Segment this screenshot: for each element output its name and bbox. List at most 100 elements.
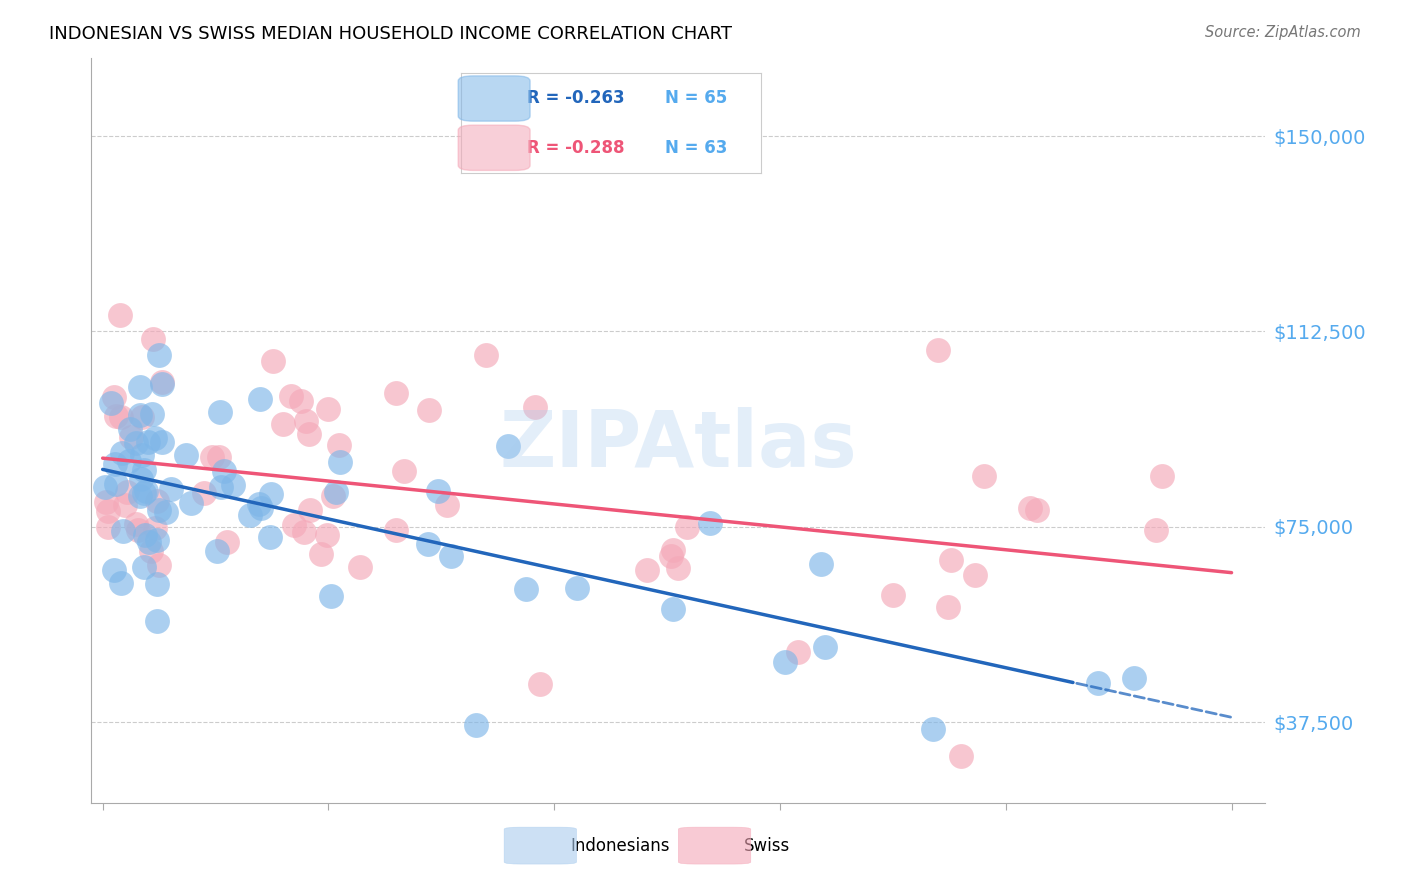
Text: INDONESIAN VS SWISS MEDIAN HOUSEHOLD INCOME CORRELATION CHART: INDONESIAN VS SWISS MEDIAN HOUSEHOLD INC…: [49, 25, 733, 43]
Point: [316, 401, 339, 416]
Point: [927, 343, 949, 357]
Point: [295, 414, 318, 428]
Point: [222, 478, 245, 492]
Point: [142, 332, 165, 346]
Point: [529, 676, 551, 690]
Point: [882, 587, 904, 601]
Point: [146, 533, 169, 548]
Point: [138, 534, 160, 549]
Point: [97, 520, 120, 534]
Point: [787, 645, 810, 659]
Point: [662, 602, 685, 616]
Point: [110, 576, 132, 591]
Point: [131, 448, 153, 462]
Point: [111, 524, 134, 539]
Point: [146, 577, 169, 591]
Point: [1019, 500, 1042, 515]
Point: [127, 523, 149, 537]
Point: [141, 407, 163, 421]
Point: [125, 517, 148, 532]
Point: [385, 385, 408, 400]
Point: [1087, 675, 1109, 690]
Point: [110, 410, 132, 425]
Point: [148, 348, 170, 362]
Point: [247, 498, 270, 512]
Point: [949, 748, 972, 763]
Point: [148, 503, 170, 517]
Point: [271, 417, 294, 431]
Point: [636, 563, 658, 577]
Point: [103, 563, 125, 577]
Point: [939, 553, 962, 567]
Point: [659, 549, 682, 563]
Point: [134, 486, 156, 500]
Point: [475, 348, 498, 362]
Point: [145, 521, 167, 535]
Point: [160, 483, 183, 497]
Point: [134, 528, 156, 542]
Point: [436, 498, 458, 512]
Point: [1152, 469, 1174, 483]
Point: [418, 536, 440, 550]
Point: [128, 409, 150, 423]
Point: [810, 558, 832, 572]
Point: [238, 508, 260, 522]
Point: [936, 600, 959, 615]
Point: [131, 410, 153, 425]
Point: [111, 446, 134, 460]
Point: [325, 484, 347, 499]
Point: [129, 489, 152, 503]
Point: [328, 438, 350, 452]
Point: [666, 561, 689, 575]
Point: [262, 354, 284, 368]
Point: [100, 396, 122, 410]
Point: [136, 435, 159, 450]
Point: [349, 560, 371, 574]
Point: [145, 494, 167, 508]
Point: [97, 504, 120, 518]
Point: [280, 389, 302, 403]
Point: [207, 544, 229, 558]
Point: [208, 450, 231, 464]
Point: [150, 375, 173, 389]
Point: [249, 392, 271, 407]
Point: [215, 534, 238, 549]
Point: [201, 450, 224, 465]
Text: ZIPAtlas: ZIPAtlas: [499, 408, 858, 483]
Point: [292, 525, 315, 540]
Point: [120, 422, 142, 436]
Point: [104, 409, 127, 424]
Point: [1123, 671, 1146, 685]
Point: [141, 544, 163, 558]
Point: [103, 390, 125, 404]
Point: [965, 568, 987, 582]
Point: [143, 431, 166, 445]
Point: [496, 439, 519, 453]
Point: [180, 495, 202, 509]
Point: [973, 469, 995, 483]
Point: [152, 376, 174, 391]
Point: [108, 308, 131, 322]
Point: [661, 543, 683, 558]
Point: [117, 484, 139, 499]
Point: [699, 516, 721, 530]
Point: [104, 457, 127, 471]
Point: [129, 472, 152, 486]
Point: [259, 530, 281, 544]
Point: [465, 717, 488, 731]
Point: [309, 547, 332, 561]
Point: [290, 393, 312, 408]
Point: [129, 379, 152, 393]
Point: [392, 464, 415, 478]
Point: [329, 455, 352, 469]
Point: [125, 436, 148, 450]
Point: [440, 549, 463, 564]
Point: [214, 464, 236, 478]
Point: [427, 483, 450, 498]
Point: [418, 403, 440, 417]
Point: [523, 401, 546, 415]
Point: [146, 615, 169, 629]
Point: [315, 527, 337, 541]
Point: [94, 495, 117, 509]
Point: [155, 504, 177, 518]
